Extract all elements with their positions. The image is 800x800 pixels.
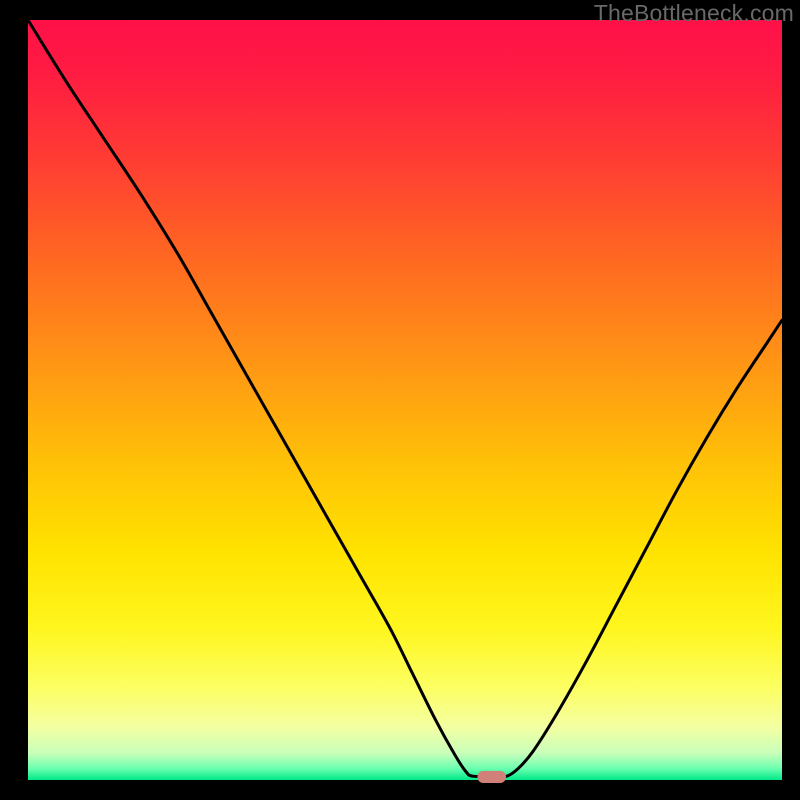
optimal-point-marker bbox=[477, 771, 506, 783]
chart-root: TheBottleneck.com bbox=[0, 0, 800, 800]
bottleneck-chart bbox=[0, 0, 800, 800]
watermark-text: TheBottleneck.com bbox=[594, 0, 794, 27]
plot-background bbox=[28, 20, 782, 780]
